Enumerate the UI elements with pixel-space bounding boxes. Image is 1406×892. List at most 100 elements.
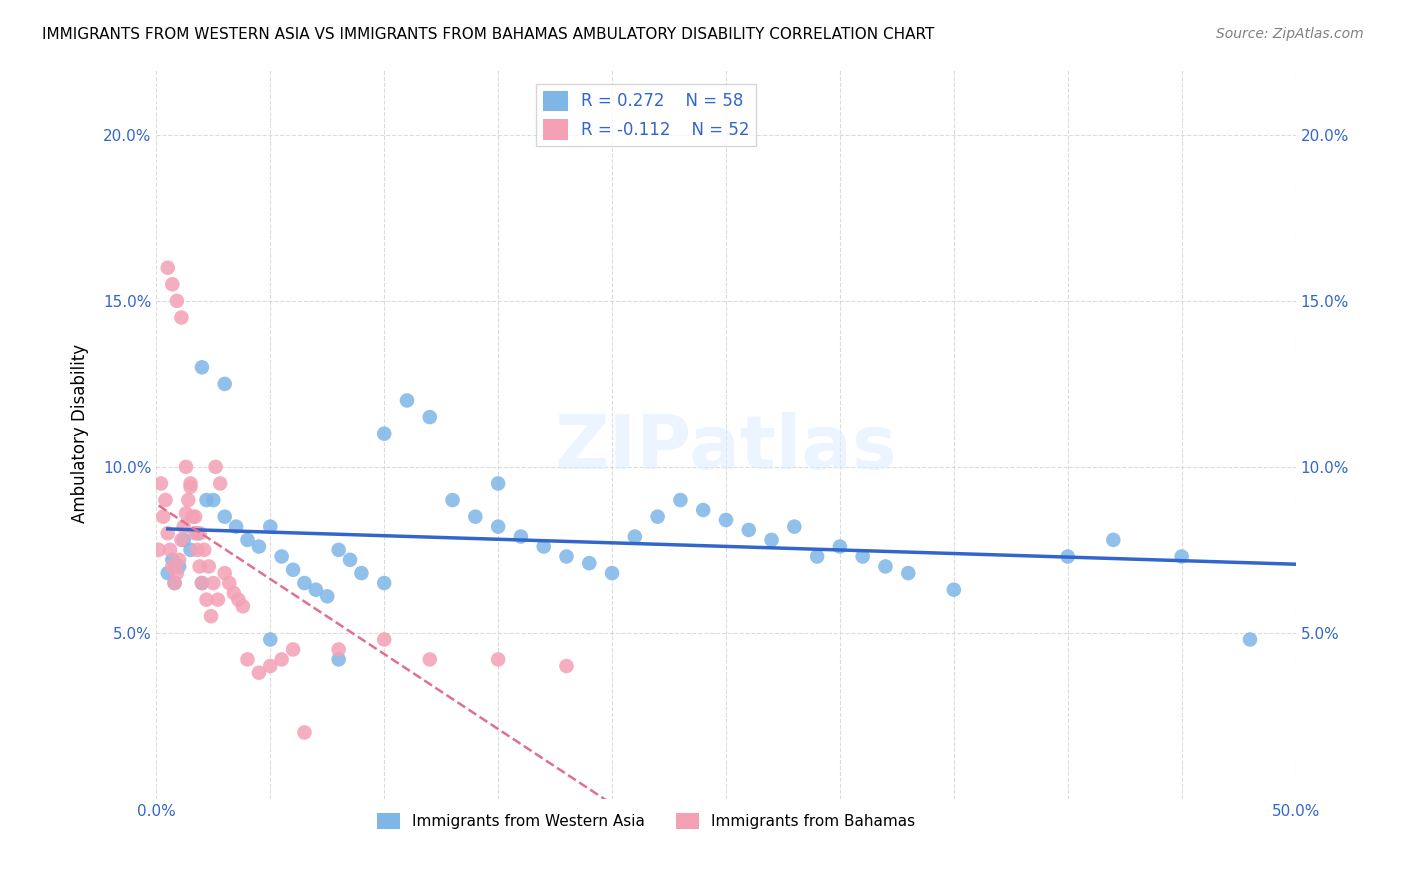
Point xyxy=(166,566,188,580)
Point xyxy=(170,533,193,547)
Point xyxy=(204,459,226,474)
Point xyxy=(173,519,195,533)
Point xyxy=(236,652,259,666)
Point xyxy=(600,566,623,580)
Point xyxy=(180,480,202,494)
Point xyxy=(186,542,208,557)
Point xyxy=(852,549,875,564)
Point xyxy=(328,652,350,666)
Point xyxy=(159,542,181,557)
Point xyxy=(270,549,292,564)
Point xyxy=(167,559,190,574)
Point xyxy=(156,566,179,580)
Point xyxy=(692,503,714,517)
Point xyxy=(1056,549,1078,564)
Point xyxy=(305,582,328,597)
Point xyxy=(195,493,218,508)
Point xyxy=(828,540,851,554)
Point xyxy=(486,476,509,491)
Point xyxy=(555,659,578,673)
Point xyxy=(806,549,828,564)
Point xyxy=(166,293,188,308)
Point xyxy=(148,542,170,557)
Point xyxy=(191,576,214,591)
Point xyxy=(486,519,509,533)
Point xyxy=(170,310,193,325)
Point xyxy=(395,393,418,408)
Point xyxy=(441,493,464,508)
Point xyxy=(259,519,281,533)
Point xyxy=(180,476,202,491)
Point xyxy=(191,576,214,591)
Point xyxy=(167,553,190,567)
Point xyxy=(162,277,184,292)
Point xyxy=(281,642,304,657)
Point xyxy=(555,549,578,564)
Text: Source: ZipAtlas.com: Source: ZipAtlas.com xyxy=(1216,27,1364,41)
Point xyxy=(214,376,236,391)
Point xyxy=(181,509,204,524)
Point xyxy=(173,533,195,547)
Point xyxy=(1170,549,1192,564)
Point xyxy=(464,509,486,524)
Point xyxy=(152,509,174,524)
Point xyxy=(202,493,225,508)
Point xyxy=(294,576,316,591)
Point xyxy=(193,542,215,557)
Point xyxy=(294,725,316,739)
Point xyxy=(180,542,202,557)
Point xyxy=(188,559,211,574)
Point xyxy=(225,519,247,533)
Point xyxy=(202,576,225,591)
Point xyxy=(373,632,395,647)
Point xyxy=(247,665,270,680)
Point xyxy=(156,526,179,541)
Point xyxy=(373,426,395,441)
Point xyxy=(177,493,200,508)
Point xyxy=(188,526,211,541)
Point xyxy=(624,530,647,544)
Text: ZIPatlas: ZIPatlas xyxy=(554,412,897,484)
Point xyxy=(207,592,229,607)
Point xyxy=(350,566,373,580)
Point xyxy=(232,599,254,614)
Point xyxy=(714,513,737,527)
Point xyxy=(162,553,184,567)
Point xyxy=(259,632,281,647)
Point xyxy=(191,360,214,375)
Point xyxy=(214,566,236,580)
Point xyxy=(316,590,339,604)
Point xyxy=(163,576,186,591)
Point xyxy=(419,652,441,666)
Point xyxy=(533,540,555,554)
Point xyxy=(486,652,509,666)
Point xyxy=(209,476,232,491)
Point xyxy=(259,659,281,673)
Point xyxy=(509,530,531,544)
Point xyxy=(783,519,806,533)
Point xyxy=(156,260,179,275)
Point xyxy=(942,582,965,597)
Point xyxy=(281,563,304,577)
Point xyxy=(328,542,350,557)
Text: IMMIGRANTS FROM WESTERN ASIA VS IMMIGRANTS FROM BAHAMAS AMBULATORY DISABILITY CO: IMMIGRANTS FROM WESTERN ASIA VS IMMIGRAN… xyxy=(42,27,935,42)
Point xyxy=(669,493,692,508)
Y-axis label: Ambulatory Disability: Ambulatory Disability xyxy=(72,344,89,524)
Point xyxy=(328,642,350,657)
Point xyxy=(247,540,270,554)
Point xyxy=(1239,632,1261,647)
Point xyxy=(174,459,197,474)
Point xyxy=(195,592,218,607)
Point xyxy=(897,566,920,580)
Point xyxy=(339,553,361,567)
Point xyxy=(162,559,184,574)
Point xyxy=(184,509,207,524)
Point xyxy=(174,506,197,520)
Point xyxy=(875,559,897,574)
Point xyxy=(373,576,395,591)
Point xyxy=(738,523,761,537)
Point xyxy=(578,556,600,570)
Point xyxy=(149,476,172,491)
Point xyxy=(155,493,177,508)
Point xyxy=(761,533,783,547)
